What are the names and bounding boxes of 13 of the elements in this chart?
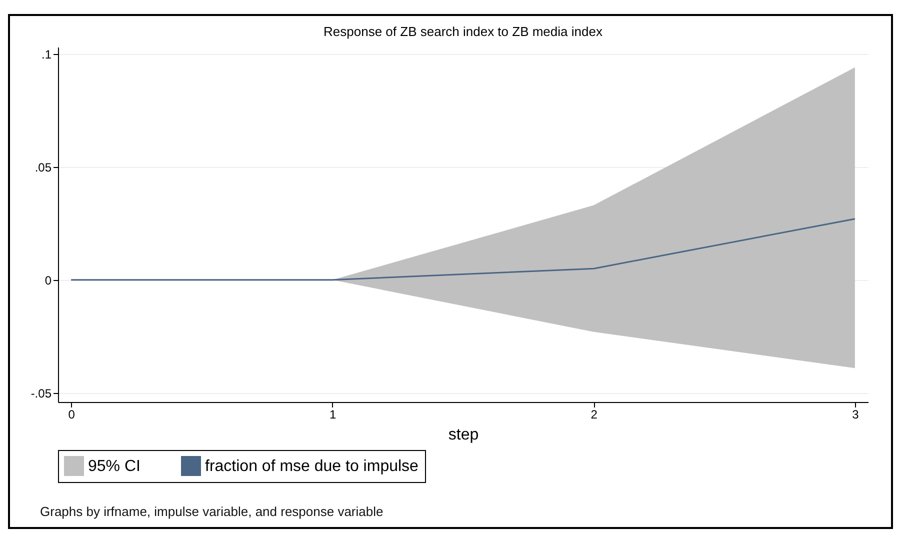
x-tick-label: 2 <box>590 408 598 422</box>
text: 95% CI <box>88 458 140 475</box>
x-tick-label: 3 <box>852 408 860 422</box>
x-tick-label: 0 <box>68 408 76 422</box>
y-tick-label: -.05 <box>30 386 52 400</box>
y-tick-label: 0 <box>44 273 52 288</box>
x-axis-title: step <box>448 426 479 444</box>
text: Graphs by irfname, impulse variable, and response variable <box>40 504 384 519</box>
y-tick-label: .05 <box>34 160 52 174</box>
x-tick-label: 1 <box>330 408 337 422</box>
chart-title: Response of ZB search index to ZB media index <box>324 24 603 39</box>
y-tick-label: .1 <box>41 47 52 62</box>
legend-label: fraction of mse due to impulse <box>205 458 419 475</box>
